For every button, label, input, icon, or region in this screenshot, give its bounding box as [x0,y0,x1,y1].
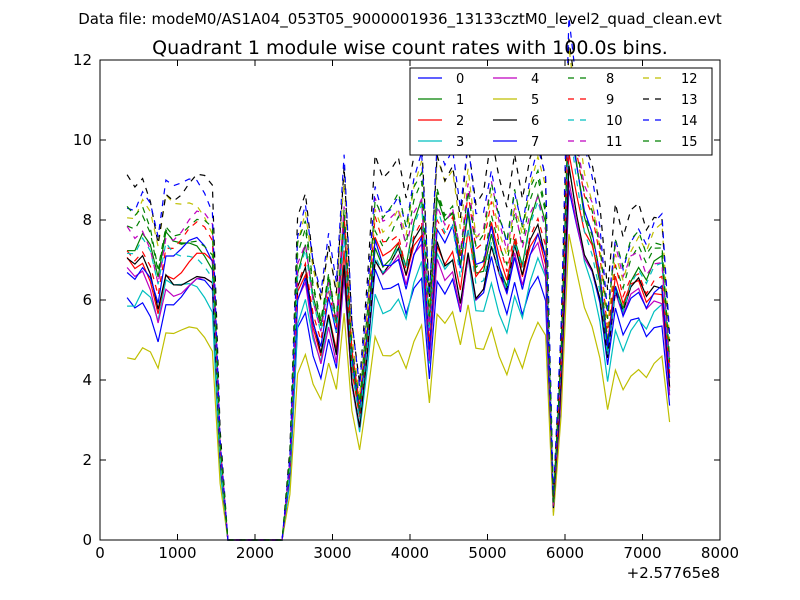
y-tick-label: 0 [82,531,92,549]
legend-label-13: 13 [681,93,698,108]
x-tick-label: 2000 [236,544,274,562]
legend-label-0: 0 [456,72,464,87]
legend-label-10: 10 [606,114,623,129]
series-line-module-14 [126,17,671,541]
legend-label-14: 14 [681,114,698,129]
x-tick-label: 6000 [546,544,584,562]
y-tick-label: 6 [82,291,92,309]
legend-label-7: 7 [531,135,539,150]
series-line-module-1 [127,102,671,541]
x-tick-label: 7000 [623,544,661,562]
x-tick-label: 4000 [391,544,429,562]
legend-label-6: 6 [531,114,539,129]
x-offset-label: +2.57765e8 [627,564,720,582]
legend-label-12: 12 [681,72,698,87]
series-group [126,17,671,541]
x-tick-label: 8000 [701,544,739,562]
legend-label-11: 11 [606,135,623,150]
legend-label-9: 9 [606,93,614,108]
x-tick-label: 5000 [468,544,506,562]
y-tick-label: 10 [73,131,92,149]
x-tick-label: 3000 [313,544,351,562]
series-line-module-15 [126,92,671,541]
legend-label-8: 8 [606,72,614,87]
y-tick-label: 12 [73,51,92,69]
x-tick-label: 1000 [158,544,196,562]
series-line-module-12 [127,46,671,541]
series-line-module-11 [126,94,671,541]
chart-title: Quadrant 1 module wise count rates with … [152,37,668,59]
series-line-module-5 [126,233,671,541]
series-line-module-4 [126,180,671,541]
y-tick-label: 8 [82,211,92,229]
legend-label-1: 1 [456,93,464,108]
suptitle: Data file: modeM0/AS1A04_053T05_90000019… [78,10,722,29]
legend-label-15: 15 [681,135,698,150]
series-line-module-7 [126,117,671,541]
legend-label-2: 2 [456,114,464,129]
y-tick-label: 4 [82,371,92,389]
series-line-module-8 [126,104,671,541]
x-tick-label: 0 [95,544,105,562]
y-tick-label: 2 [82,451,92,469]
legend-label-5: 5 [531,93,539,108]
legend-label-4: 4 [531,72,539,87]
legend-label-3: 3 [456,135,464,150]
series-line-module-10 [127,121,671,541]
series-line-module-9 [126,105,671,541]
axis-ticks: 0 1000 2000 3000 4000 5000 6000 7000 80000246810… [73,51,739,562]
legend-frame [409,67,713,156]
series-line-module-3 [127,164,671,541]
